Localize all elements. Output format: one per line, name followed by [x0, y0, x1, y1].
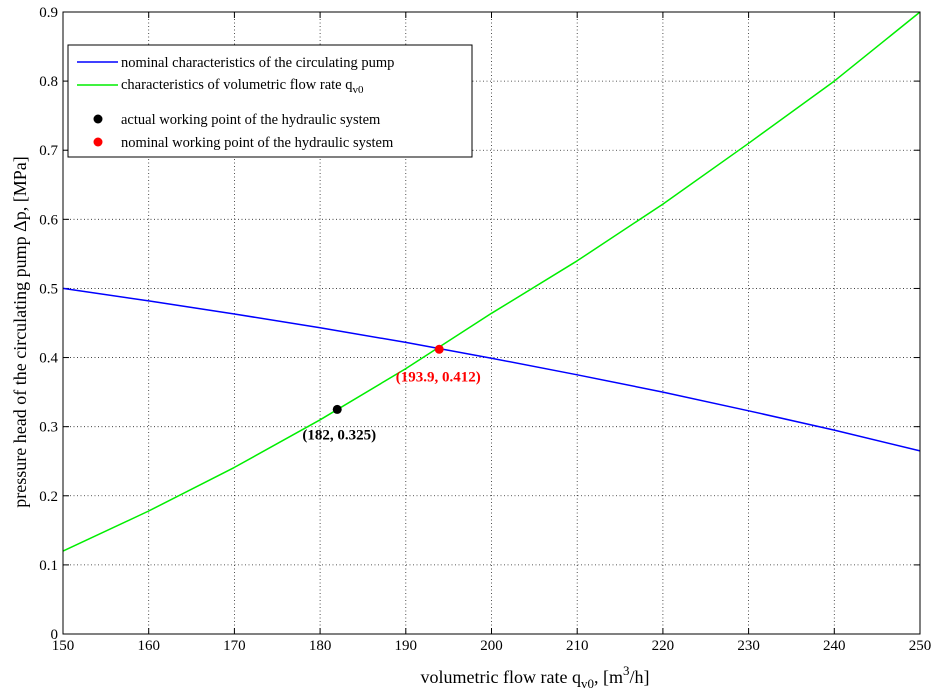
plot-frame	[62, 11, 921, 635]
pump-characteristic-line	[62, 287, 921, 452]
x-tick-labels: 150 160 170 180 190 200 210 220 230 240 250	[52, 638, 932, 654]
nominal-working-point-marker	[434, 344, 444, 354]
y-tick-label: 0.7	[39, 143, 58, 159]
x-tick-label: 240	[823, 638, 846, 654]
flow-rate-characteristic-line	[62, 11, 921, 552]
y-tick-label: 0	[51, 627, 59, 643]
working-points: (182, 0.325) (193.9, 0.412)	[302, 344, 481, 443]
y-tick-labels: 0 0.1 0.2 0.3 0.4 0.5 0.6 0.7 0.8 0.9	[39, 5, 58, 643]
legend-label-flow: characteristics of volumetric flow rate …	[121, 77, 364, 96]
legend-box	[67, 44, 473, 158]
x-tick-label: 250	[909, 638, 932, 654]
legend-label-actual: actual working point of the hydraulic sy…	[121, 112, 381, 128]
x-tick-label: 190	[395, 638, 418, 654]
legend: nominal characteristics of the circulati…	[67, 44, 473, 158]
y-tick-label: 0.8	[39, 74, 58, 90]
x-tick-label: 210	[566, 638, 589, 654]
x-axis-label: volumetric flow rate qv0, [m3/h]	[421, 663, 650, 691]
x-tick-label: 160	[137, 638, 160, 654]
x-tick-label: 180	[309, 638, 332, 654]
legend-label-nominal: nominal working point of the hydraulic s…	[121, 135, 394, 151]
x-tick-label: 230	[737, 638, 760, 654]
y-tick-label: 0.4	[39, 351, 58, 367]
y-tick-label: 0.3	[39, 420, 58, 436]
x-tick-label: 150	[52, 638, 75, 654]
y-tick-label: 0.5	[39, 281, 58, 297]
x-tick-label: 220	[652, 638, 675, 654]
nominal-working-point-label: (193.9, 0.412)	[396, 369, 481, 385]
grid-lines	[63, 12, 920, 634]
y-tick-label: 0.9	[39, 5, 58, 21]
series-lines	[62, 11, 921, 552]
legend-marker-nominal	[93, 137, 103, 147]
y-tick-label: 0.2	[39, 489, 58, 505]
actual-working-point-marker	[332, 404, 342, 414]
x-tick-label: 200	[480, 638, 503, 654]
y-tick-label: 0.6	[39, 212, 58, 228]
actual-working-point-label: (182, 0.325)	[302, 427, 376, 443]
y-axis-label: pressure head of the circulating pump Δp…	[10, 156, 30, 507]
legend-marker-actual	[93, 114, 103, 124]
y-tick-label: 0.1	[39, 558, 58, 574]
legend-label-pump: nominal characteristics of the circulati…	[121, 55, 394, 71]
x-tick-label: 170	[223, 638, 246, 654]
